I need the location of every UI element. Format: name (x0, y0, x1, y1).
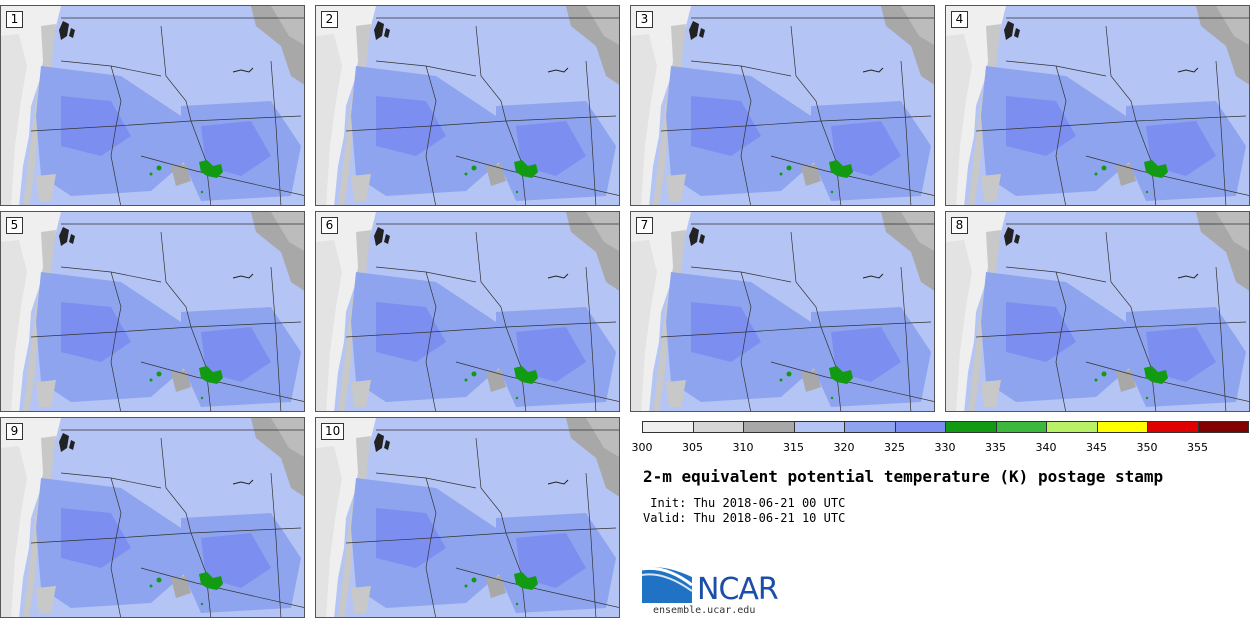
stamp-panel-6: 6 (315, 211, 620, 412)
colorbar-tick-label: 320 (833, 441, 855, 454)
panel-label: 9 (6, 423, 23, 440)
colorbar-segment (894, 421, 946, 433)
map-field (316, 418, 619, 617)
panel-label: 5 (6, 217, 23, 234)
stamp-panel-5: 5 (0, 211, 305, 412)
plot-title: 2-m equivalent potential temperature (K)… (643, 467, 1164, 486)
stamp-panel-3: 3 (630, 5, 935, 206)
panel-label: 10 (321, 423, 345, 440)
colorbar-tick-label: 305 (682, 441, 703, 454)
colorbar-tick-label: 340 (1035, 441, 1057, 454)
panel-label: 6 (321, 217, 338, 234)
colorbar-tick-label: 315 (783, 441, 804, 454)
panel-label: 1 (6, 11, 23, 28)
init-time: Init: Thu 2018-06-21 00 UTC (643, 496, 846, 510)
map-field (316, 212, 619, 411)
stamp-panel-10: 10 (315, 417, 620, 618)
panel-label: 4 (951, 11, 968, 28)
valid-time: Valid: Thu 2018-06-21 10 UTC (643, 511, 846, 525)
colorbar-segment (793, 421, 845, 433)
colorbar-segment (1147, 421, 1199, 433)
panel-label: 3 (636, 11, 653, 28)
colorbar-segment (945, 421, 997, 433)
colorbar-segment (995, 421, 1047, 433)
map-field (946, 6, 1249, 205)
colorbar-tick-label: 345 (1086, 441, 1107, 454)
map-field (946, 212, 1249, 411)
colorbar-tick-label: 355 (1187, 441, 1208, 454)
map-field (1, 212, 304, 411)
map-field (316, 6, 619, 205)
stamp-panel-7: 7 (630, 211, 935, 412)
colorbar-segment (1096, 421, 1148, 433)
colorbar-segment (1046, 421, 1098, 433)
colorbar-tick-label: 330 (934, 441, 956, 454)
colorbar-tick-label: 310 (732, 441, 754, 454)
map-field (631, 212, 934, 411)
stamp-panel-8: 8 (945, 211, 1250, 412)
logo-url: ensemble.ucar.edu (653, 605, 756, 616)
map-field (631, 6, 934, 205)
ncar-logo-text: NCAR (697, 572, 779, 607)
colorbar-segment (1197, 421, 1249, 433)
colorbar-segment (844, 421, 896, 433)
colorbar-tick-label: 350 (1136, 441, 1158, 454)
panel-label: 7 (636, 217, 653, 234)
panel-label: 2 (321, 11, 338, 28)
stamp-panel-9: 9 (0, 417, 305, 618)
stamp-panel-1: 1 (0, 5, 305, 206)
colorbar-tick-label: 335 (985, 441, 1006, 454)
panel-label: 8 (951, 217, 968, 234)
colorbar-segment (692, 421, 744, 433)
map-field (1, 418, 304, 617)
colorbar-tick-label: 300 (631, 441, 653, 454)
ncar-logo-icon (642, 566, 693, 603)
colorbar-segment (642, 421, 694, 433)
colorbar: 300 305 310 315 320 325 330 335 340 345 350 355 (632, 421, 1249, 455)
map-field (1, 6, 304, 205)
stamp-panel-2: 2 (315, 5, 620, 206)
colorbar-tick-label: 325 (884, 441, 905, 454)
colorbar-segment (743, 421, 795, 433)
stamp-panel-4: 4 (945, 5, 1250, 206)
